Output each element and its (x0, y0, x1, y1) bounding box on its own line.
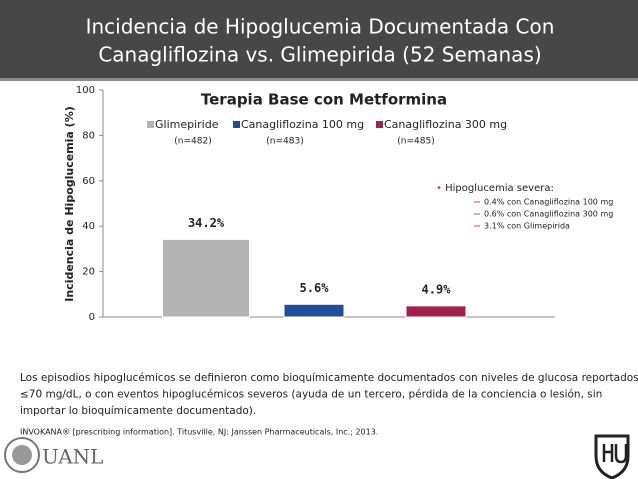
y-tick-label: 60 (82, 176, 95, 187)
footnote-line: ≤70 mg/dL, o con eventos hipoglucémicos … (20, 389, 602, 401)
annotation-heading: • Hipoglucemia severa: (436, 183, 554, 194)
y-tick-label: 100 (76, 85, 95, 96)
annotation-item: 0.6% con Canagliflozina 300 mg (484, 210, 613, 219)
y-tick-label: 20 (82, 267, 95, 278)
legend-swatch (376, 121, 383, 128)
legend-label: Canagliflozina 300 mg (384, 118, 507, 131)
header-title: Incidencia de Hipoglucemia Documentada C… (86, 15, 555, 39)
header-title: Canagliflozina vs. Glimepirida (52 Seman… (98, 43, 541, 67)
chart-title: Terapia Base con Metformina (201, 91, 447, 109)
y-tick-label: 80 (82, 130, 95, 141)
uanl-logo: UANL (4, 437, 103, 473)
annotation-heading-text: Hipoglucemia severa: (445, 183, 554, 194)
value-label: 4.9% (422, 282, 452, 296)
bar (405, 305, 467, 318)
value-label: 5.6% (300, 281, 330, 295)
footnote-line: importar lo bioquímicamente documentado)… (20, 405, 256, 417)
annotation-item: 3.1% con Glimepirida (484, 222, 570, 231)
header-rule (0, 78, 638, 81)
annotation-item: 0.4% con Canagliflozina 100 mg (484, 198, 613, 207)
y-tick-label: 40 (82, 221, 95, 232)
header-band (0, 0, 638, 80)
legend-label: Glimepiride (155, 118, 219, 131)
legend-label: Canagliflozina 100 mg (241, 118, 364, 131)
reference: INVOKANA® [prescribing information]. Tit… (20, 428, 378, 437)
legend-sample: (n=483) (266, 137, 303, 147)
y-tick-label: 0 (89, 312, 95, 323)
legend-swatch (233, 121, 240, 128)
bar (283, 303, 345, 318)
logo-text: UANL (42, 445, 103, 469)
legend-sample: (n=485) (397, 137, 434, 147)
legend-swatch (147, 121, 154, 128)
value-label: 34.2% (188, 216, 225, 230)
y-axis-label: Incidencia de Hipoglucemia (%) (63, 106, 76, 302)
legend-sample: (n=482) (174, 137, 211, 147)
footnote-line: Los episodios hipoglucémicos se definier… (20, 372, 638, 384)
footnote: Los episodios hipoglucémicos se definier… (20, 372, 638, 417)
bar (162, 238, 250, 318)
hu-logo (594, 434, 630, 479)
